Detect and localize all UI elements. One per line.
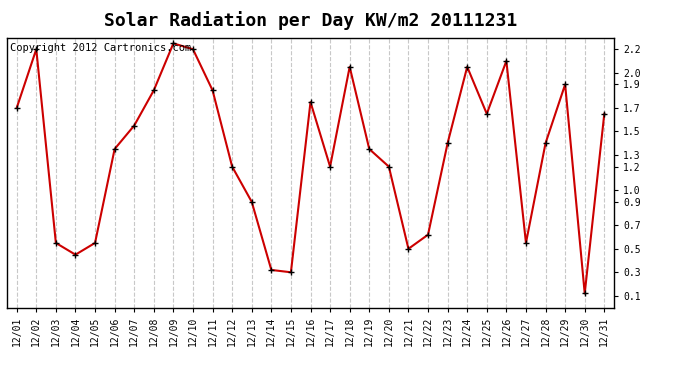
- Text: Solar Radiation per Day KW/m2 20111231: Solar Radiation per Day KW/m2 20111231: [104, 11, 517, 30]
- Text: Copyright 2012 Cartronics.com: Copyright 2012 Cartronics.com: [10, 43, 191, 53]
